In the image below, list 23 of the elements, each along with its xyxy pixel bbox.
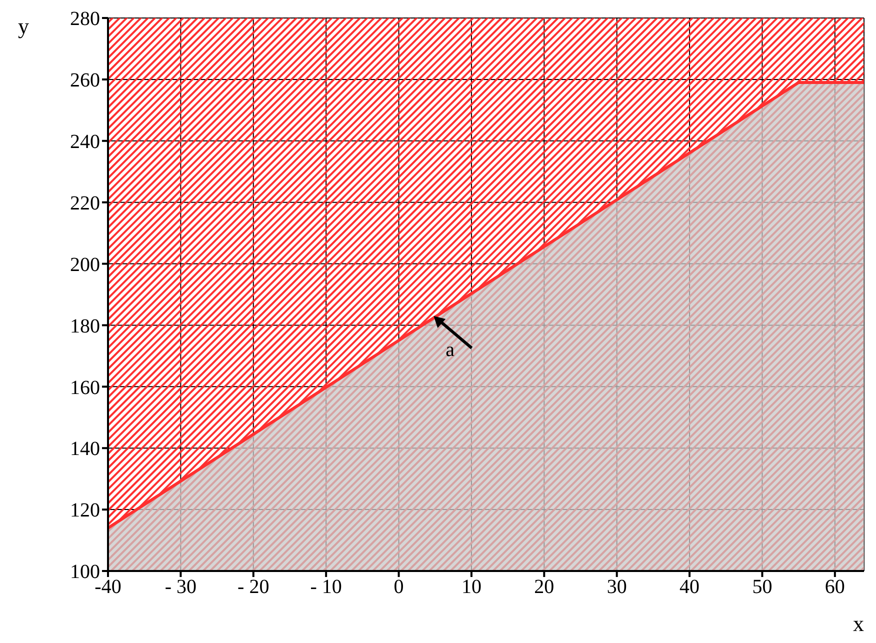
y-tick-label: 260 (70, 70, 100, 92)
y-tick-label: 240 (70, 130, 100, 153)
x-tick-label: 20 (534, 576, 554, 598)
y-tick-label: 160 (70, 376, 100, 399)
x-tick-label: - 30 (164, 576, 197, 598)
annotation: a (446, 339, 455, 362)
y-tick-label: 100 (70, 561, 100, 584)
x-tick-label: 0 (394, 576, 404, 598)
x-tick-label: 50 (752, 576, 772, 598)
x-tick-label: 30 (606, 576, 627, 598)
y-tick-label: 120 (70, 500, 100, 522)
y-axis-title: y (18, 14, 29, 39)
y-tick-label: 180 (70, 315, 100, 338)
x-tick-label: 10 (461, 576, 482, 598)
y-tick-label: 200 (70, 254, 100, 276)
y-tick-label: 280 (70, 8, 100, 30)
x-axis-title: x (853, 611, 864, 636)
x-tick-label: - 10 (310, 576, 342, 598)
x-tick-label: - 20 (238, 576, 270, 598)
y-tick-label: 220 (70, 192, 100, 214)
x-tick-label: 40 (680, 576, 700, 598)
y-tick-label: 140 (70, 438, 100, 460)
x-tick-label: 60 (824, 576, 845, 598)
